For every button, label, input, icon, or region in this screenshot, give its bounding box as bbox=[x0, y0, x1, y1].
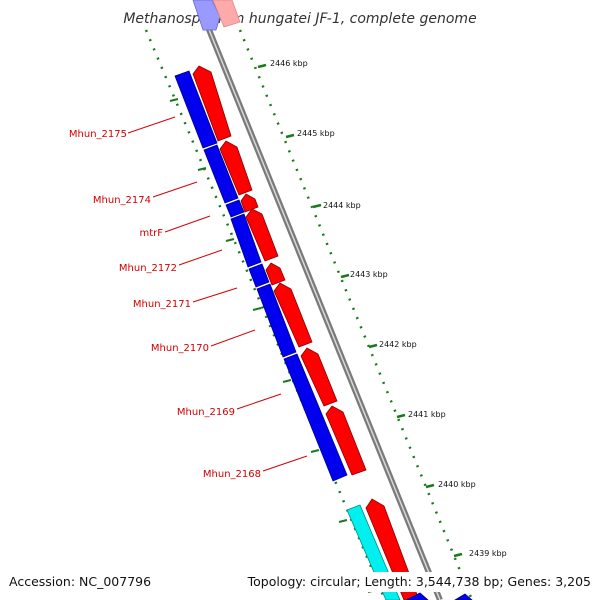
gene-mtrf-forward bbox=[240, 193, 259, 213]
kbp-label: 2446 kbp bbox=[270, 59, 308, 68]
gene-label: Mhun_2171 bbox=[133, 299, 191, 310]
gene-leader-line bbox=[236, 393, 282, 410]
gene-mhun-2168-forward bbox=[325, 405, 367, 476]
gene-label: Mhun_2169 bbox=[177, 407, 235, 418]
gene-leader-line bbox=[178, 249, 223, 266]
inner-major-tick bbox=[197, 167, 207, 171]
topology-text: Topology: circular; Length: 3,544,738 bp… bbox=[247, 574, 591, 589]
footer-background-left bbox=[4, 572, 150, 592]
inner-major-tick bbox=[225, 238, 235, 242]
outer-major-tick bbox=[425, 483, 435, 489]
kbp-label: 2442 kbp bbox=[379, 340, 417, 349]
inner-major-tick bbox=[310, 449, 320, 453]
reverse-strand-features bbox=[174, 70, 348, 482]
backbone-inner-line bbox=[196, 0, 441, 600]
gene-mhun-2171-forward bbox=[265, 262, 286, 286]
accession-text: Accession: NC_007796 bbox=[9, 574, 151, 589]
kbp-label: 2440 kbp bbox=[438, 480, 476, 489]
kbp-label: 2439 kbp bbox=[469, 549, 507, 558]
outer-major-tick bbox=[340, 273, 350, 279]
gene-mhun-2170-reverse bbox=[256, 283, 297, 358]
gene-labels: Mhun_2175 Mhun_2174 mtrF Mhun_2172 Mhun_… bbox=[69, 116, 308, 480]
gene-mhun-2174-forward bbox=[219, 140, 253, 196]
outer-major-tick bbox=[453, 552, 463, 558]
gene-label: Mhun_2170 bbox=[151, 343, 209, 354]
kbp-label: 2444 kbp bbox=[323, 201, 361, 210]
faded-reverse-gene bbox=[192, 0, 221, 31]
gene-leader-line bbox=[127, 116, 176, 134]
gene-mtrf-reverse bbox=[225, 199, 245, 218]
backbone bbox=[194, 0, 443, 600]
gene-mhun-2170-forward-b bbox=[300, 347, 338, 407]
gene-mhun-2172-reverse bbox=[230, 213, 262, 268]
inner-major-tick bbox=[282, 379, 292, 383]
gene-mhun-2174-reverse bbox=[203, 144, 239, 204]
gene-label: Mhun_2168 bbox=[203, 469, 261, 480]
kbp-label: 2443 kbp bbox=[350, 270, 388, 279]
gene-leader-line bbox=[164, 215, 211, 233]
gene-leader-line bbox=[210, 329, 256, 347]
inner-major-tick bbox=[252, 307, 262, 311]
gene-mhun-2169-reverse bbox=[283, 353, 348, 482]
outer-major-tick bbox=[285, 133, 295, 139]
kbp-label: 2445 kbp bbox=[297, 129, 335, 138]
faded-forward-gene bbox=[212, 0, 241, 28]
gene-label: Mhun_2175 bbox=[69, 129, 127, 140]
gene-label: Mhun_2172 bbox=[119, 263, 177, 274]
outer-major-tick bbox=[396, 413, 406, 419]
gene-label: Mhun_2174 bbox=[93, 195, 151, 206]
outer-major-tick bbox=[368, 343, 378, 349]
outer-major-tick bbox=[257, 63, 267, 69]
outer-tick-ring bbox=[238, 29, 474, 600]
kbp-label: 2441 kbp bbox=[408, 410, 446, 419]
map-title: Methanospirillum hungatei JF-1, complete… bbox=[123, 11, 476, 27]
gene-leader-line bbox=[192, 287, 238, 303]
outer-major-tick bbox=[312, 203, 322, 209]
inner-major-tick bbox=[338, 519, 348, 523]
gene-mhun-2175-reverse bbox=[174, 70, 218, 149]
inner-major-tick bbox=[169, 98, 179, 102]
gene-leader-line bbox=[152, 181, 198, 198]
gene-mhun-2170-forward-a bbox=[273, 282, 313, 348]
gene-mhun-2175-forward bbox=[192, 65, 232, 142]
reverse-gene-bottom bbox=[405, 592, 429, 600]
footer-background-right bbox=[258, 572, 596, 592]
faded-features-top bbox=[192, 0, 241, 31]
gene-leader-line bbox=[262, 455, 308, 472]
gene-mhun-2171-reverse bbox=[248, 263, 270, 288]
gene-mhun-2172-forward bbox=[245, 208, 279, 262]
kbp-labels: 2446 kbp 2445 kbp 2444 kbp 2443 kbp 2442… bbox=[270, 59, 507, 558]
forward-strand-features bbox=[192, 65, 367, 476]
reverse-gene-bottom-outer bbox=[454, 593, 473, 600]
gene-label: mtrF bbox=[139, 228, 163, 239]
